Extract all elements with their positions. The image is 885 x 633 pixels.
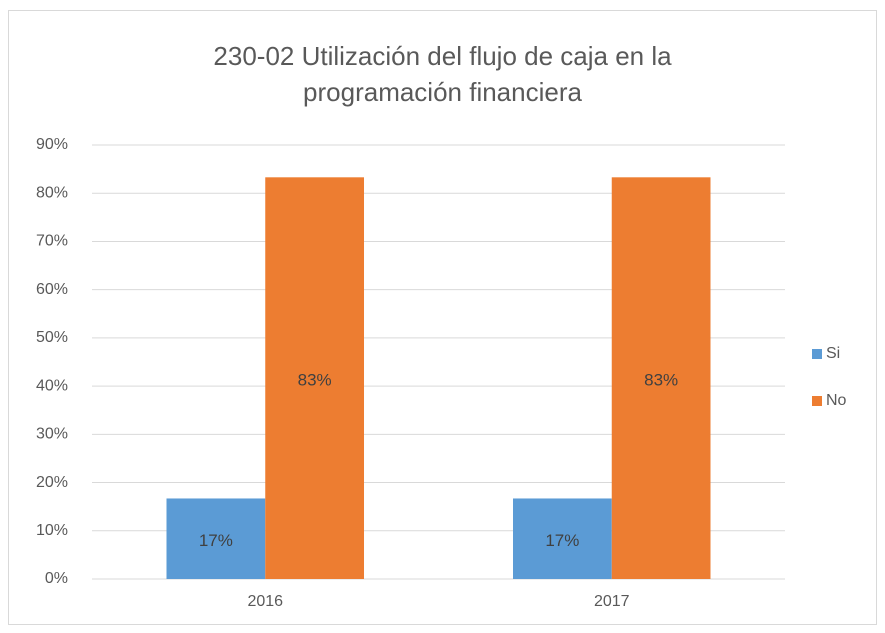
data-label: 17% (199, 531, 233, 550)
y-tick-label: 70% (36, 233, 68, 250)
legend-swatch (812, 349, 822, 359)
chart-border (8, 10, 877, 625)
y-tick-label: 60% (36, 281, 68, 298)
data-label: 17% (545, 531, 579, 550)
y-tick-label: 20% (36, 474, 68, 491)
chart-title: 230-02 Utilización del flujo de caja en … (213, 41, 672, 107)
y-tick-label: 50% (36, 329, 68, 346)
bar (166, 498, 266, 579)
bar (512, 498, 612, 579)
y-tick-label: 10% (36, 522, 68, 539)
bar (611, 177, 711, 579)
bar (265, 177, 365, 579)
legend-swatch (812, 396, 822, 406)
x-tick-label: 2016 (247, 593, 283, 610)
legend-label: No (826, 392, 847, 409)
y-tick-label: 90% (36, 136, 68, 153)
y-tick-label: 80% (36, 184, 68, 201)
y-tick-label: 40% (36, 377, 68, 394)
y-tick-label: 0% (45, 570, 68, 587)
data-label: 83% (644, 371, 678, 390)
data-label: 83% (298, 371, 332, 390)
x-tick-label: 2017 (594, 593, 630, 610)
legend-label: Si (826, 345, 840, 362)
y-tick-label: 30% (36, 426, 68, 443)
